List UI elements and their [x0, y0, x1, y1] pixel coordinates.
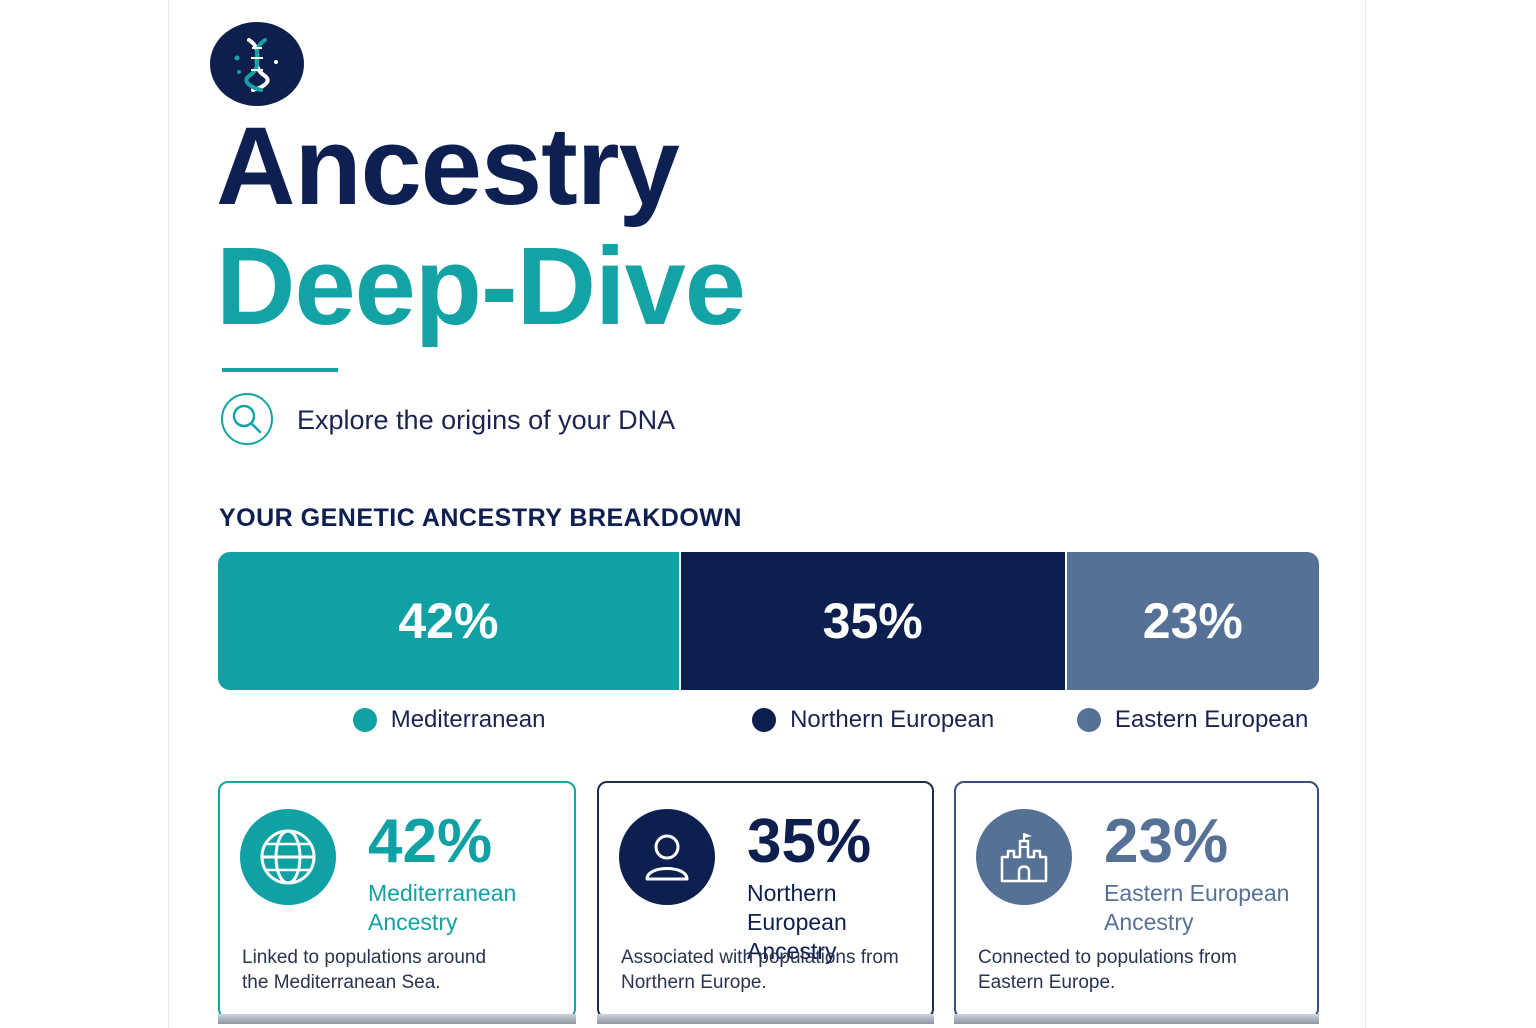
title-underline — [222, 368, 338, 372]
legend-item: Mediterranean — [352, 706, 546, 734]
search-icon — [221, 393, 273, 445]
legend-label: Mediterranean — [390, 706, 546, 733]
card-shadow — [954, 1014, 1319, 1024]
person-icon — [619, 809, 715, 905]
page-title-line-1: Ancestry — [216, 105, 680, 228]
card-shadow — [218, 1014, 576, 1024]
ancestry-card: 42% Mediterranean Ancestry Linked to popul… — [218, 781, 576, 1019]
card-title: Eastern European Ancestry — [1104, 880, 1290, 935]
card-description: Connected to populations from Eastern Eu… — [978, 947, 1237, 993]
bar-segment-mediterranean: 42% — [218, 552, 679, 690]
legend-item: Eastern European — [1076, 706, 1309, 734]
castle-icon — [976, 809, 1072, 905]
card-shadow — [597, 1014, 934, 1024]
globe-icon — [240, 809, 336, 905]
bar-segment-eastern-european: 23% — [1064, 552, 1319, 690]
card-description: Associated with populations from Norther… — [621, 947, 899, 993]
card-percentage: 23% — [1104, 807, 1229, 876]
ancestry-card: 23% Eastern European Ancestry Connected to… — [954, 781, 1319, 1019]
breakdown-heading: YOUR GENETIC ANCESTRY BREAKDOWN — [219, 504, 742, 532]
legend-dot — [1076, 708, 1101, 732]
legend-dot — [352, 708, 377, 732]
card-description: Linked to populations around the Mediter… — [242, 947, 487, 993]
bar-segment-northern-european: 35% — [678, 552, 1065, 690]
card-percentage: 35% — [747, 807, 872, 876]
ancestry-card: 35% Northern European Ancestry Associated … — [597, 781, 934, 1019]
card-title: Northern European Ancestry — [747, 880, 847, 964]
legend-item: Northern European — [752, 706, 994, 734]
card-title: Mediterranean Ancestry — [368, 880, 517, 935]
card-percentage: 42% — [368, 807, 493, 876]
ancestry-stacked-bar: 42% 35% 23% — [218, 552, 1319, 690]
page-title-line-2: Deep-Dive — [216, 225, 746, 348]
legend-dot — [752, 708, 777, 732]
subtitle: Explore the origins of your DNA — [297, 405, 676, 435]
legend-label: Northern European — [790, 706, 995, 733]
dna-icon — [210, 22, 304, 106]
legend-label: Eastern European — [1114, 706, 1309, 733]
